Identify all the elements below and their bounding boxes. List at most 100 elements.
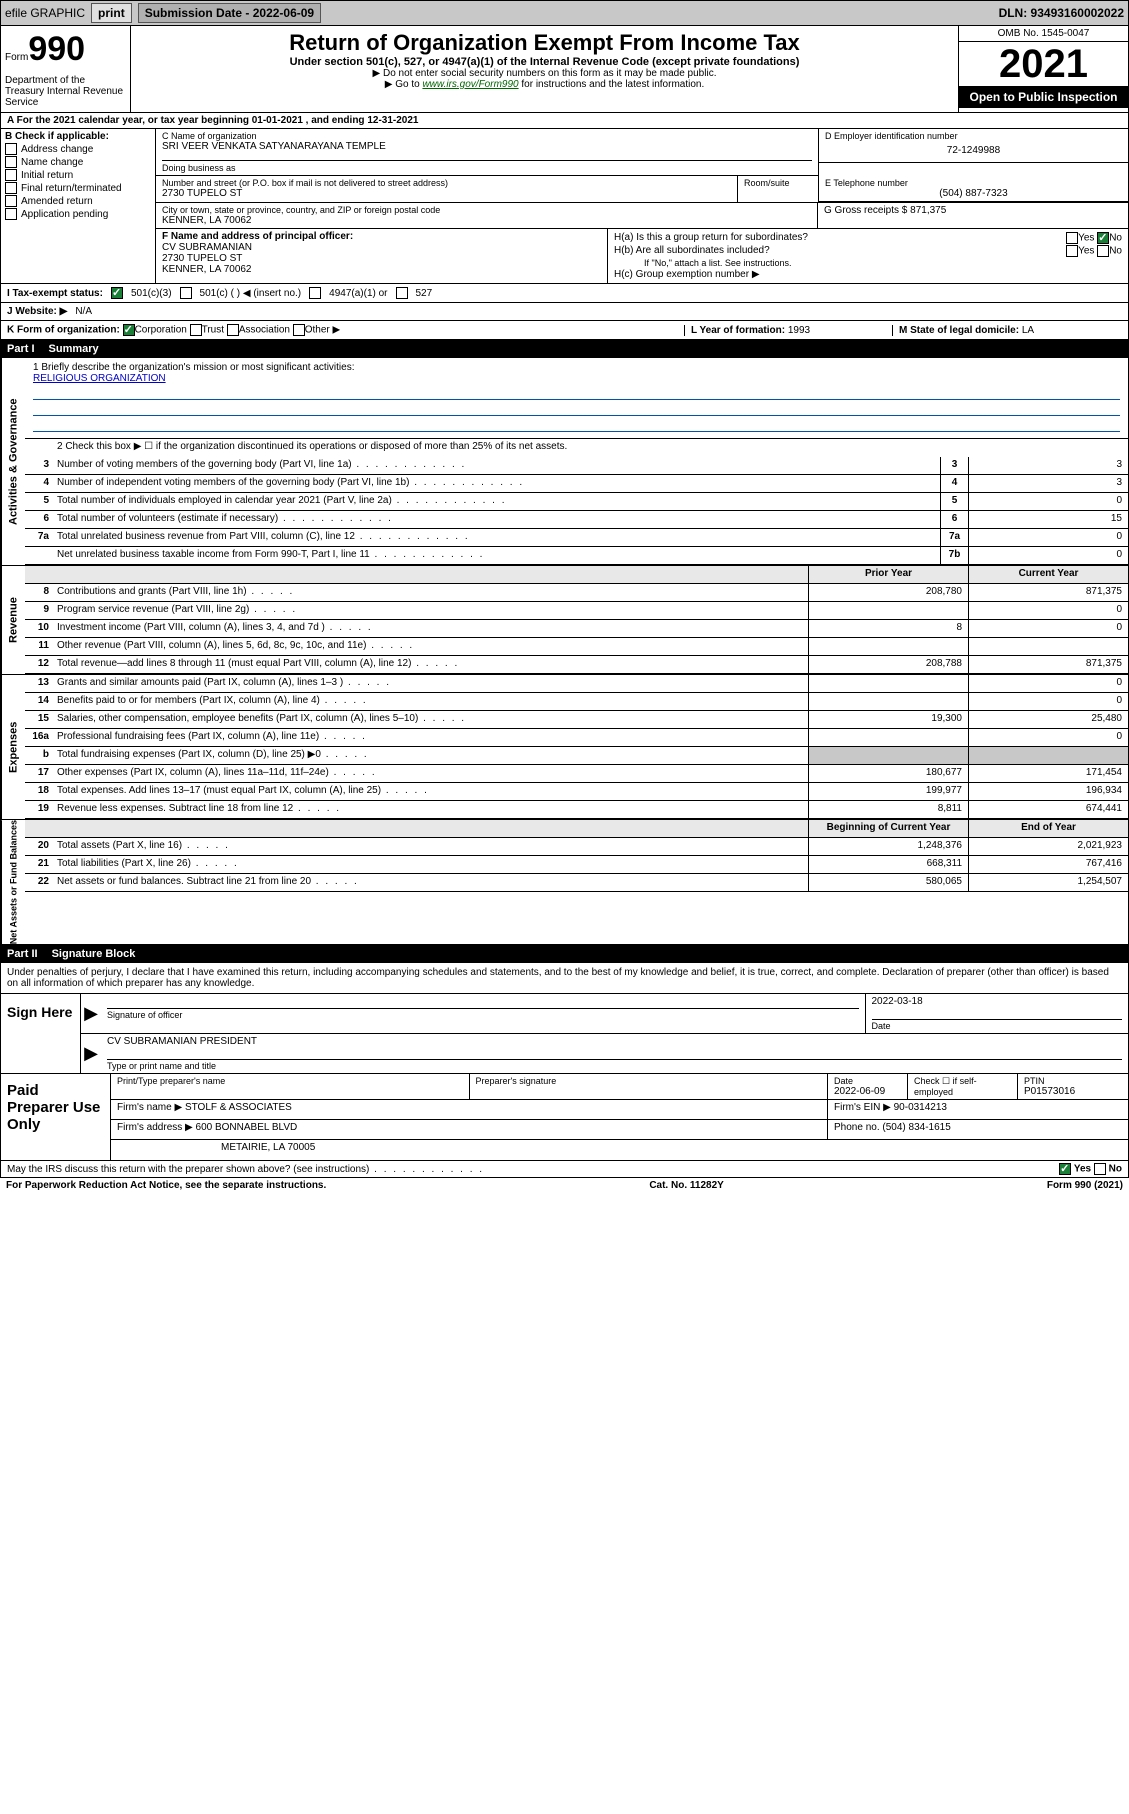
summary-line: 17Other expenses (Part IX, column (A), l… — [25, 765, 1128, 783]
ein-value: 72-1249988 — [825, 141, 1122, 160]
note-link-line: ▶ Go to www.irs.gov/Form990 for instruct… — [139, 79, 950, 90]
open-public-badge: Open to Public Inspection — [959, 86, 1128, 108]
mission-text[interactable]: RELIGIOUS ORGANIZATION — [33, 373, 166, 384]
page-footer: For Paperwork Reduction Act Notice, see … — [0, 1178, 1129, 1193]
top-toolbar: efile GRAPHIC print Submission Date - 20… — [0, 0, 1129, 26]
chk-app-pending[interactable] — [5, 208, 17, 220]
chk-527[interactable] — [396, 287, 408, 299]
summary-line: 18Total expenses. Add lines 13–17 (must … — [25, 783, 1128, 801]
year-formation: 1993 — [788, 325, 810, 336]
officer-name: CV SUBRAMANIAN PRESIDENT — [107, 1036, 1122, 1047]
ptin: P01573016 — [1024, 1086, 1122, 1097]
vert-label-rev: Revenue — [1, 566, 25, 674]
summary-line: 16aProfessional fundraising fees (Part I… — [25, 729, 1128, 747]
form-header: Form990 Department of the Treasury Inter… — [0, 26, 1129, 113]
paid-preparer-block: Paid Preparer Use Only Print/Type prepar… — [0, 1074, 1129, 1161]
activities-governance-section: Activities & Governance 1 Briefly descri… — [0, 358, 1129, 566]
efile-label: efile GRAPHIC — [5, 6, 85, 20]
chk-trust[interactable] — [190, 324, 202, 336]
part1-header: Part I Summary — [0, 340, 1129, 358]
gross-receipts: 871,375 — [910, 205, 946, 216]
chk-discuss-yes[interactable] — [1059, 1163, 1071, 1175]
note-ssn: ▶ Do not enter social security numbers o… — [139, 68, 950, 79]
chk-initial-return[interactable] — [5, 169, 17, 181]
chk-assoc[interactable] — [227, 324, 239, 336]
form-title-cell: Return of Organization Exempt From Incom… — [131, 26, 958, 112]
summary-line: 13Grants and similar amounts paid (Part … — [25, 675, 1128, 693]
chk-amended[interactable] — [5, 195, 17, 207]
state-domicile: LA — [1022, 325, 1034, 336]
arrow-icon: ▶ — [81, 994, 101, 1033]
summary-line: 19Revenue less expenses. Subtract line 1… — [25, 801, 1128, 819]
chk-ha-no[interactable] — [1097, 232, 1109, 244]
print-button[interactable]: print — [91, 3, 132, 23]
chk-ha-yes[interactable] — [1066, 232, 1078, 244]
chk-discuss-no[interactable] — [1094, 1163, 1106, 1175]
prep-date: 2022-06-09 — [834, 1086, 901, 1097]
chk-name-change[interactable] — [5, 156, 17, 168]
firm-city: METAIRIE, LA 70005 — [111, 1140, 1128, 1160]
summary-line: 7aTotal unrelated business revenue from … — [25, 529, 1128, 547]
arrow-icon: ▶ — [81, 1034, 101, 1073]
summary-line: Net unrelated business taxable income fr… — [25, 547, 1128, 565]
vert-label-exp: Expenses — [1, 675, 25, 819]
omb-label: OMB No. 1545-0047 — [959, 26, 1128, 42]
chk-501c[interactable] — [180, 287, 192, 299]
summary-line: 11Other revenue (Part VIII, column (A), … — [25, 638, 1128, 656]
vert-label-na: Net Assets or Fund Balances — [1, 820, 25, 944]
dln-label: DLN: 93493160002022 — [999, 6, 1124, 20]
summary-line: 12Total revenue—add lines 8 through 11 (… — [25, 656, 1128, 674]
section-c: C Name of organization SRI VEER VENKATA … — [156, 129, 1128, 283]
summary-line: 21Total liabilities (Part X, line 26)668… — [25, 856, 1128, 874]
chk-hb-no[interactable] — [1097, 245, 1109, 257]
irs-link[interactable]: www.irs.gov/Form990 — [422, 79, 518, 90]
firm-phone: (504) 834-1615 — [882, 1122, 950, 1133]
department-label: Department of the Treasury Internal Reve… — [5, 75, 126, 108]
summary-line: 3Number of voting members of the governi… — [25, 457, 1128, 475]
form-word: Form — [5, 52, 28, 63]
net-assets-section: Net Assets or Fund Balances Beginning of… — [0, 820, 1129, 945]
expenses-section: Expenses 13Grants and similar amounts pa… — [0, 675, 1129, 820]
header-right: OMB No. 1545-0047 2021 Open to Public In… — [958, 26, 1128, 112]
summary-line: 4Number of independent voting members of… — [25, 475, 1128, 493]
form-subtitle: Under section 501(c), 527, or 4947(a)(1)… — [139, 56, 950, 68]
may-irs-discuss: May the IRS discuss this return with the… — [0, 1161, 1129, 1178]
identity-block: B Check if applicable: Address change Na… — [0, 129, 1129, 284]
part2-header: Part II Signature Block — [0, 945, 1129, 963]
chk-other[interactable] — [293, 324, 305, 336]
summary-line: 6Total number of volunteers (estimate if… — [25, 511, 1128, 529]
form-title: Return of Organization Exempt From Incom… — [139, 30, 950, 56]
summary-line: 20Total assets (Part X, line 16)1,248,37… — [25, 838, 1128, 856]
summary-line: 5Total number of individuals employed in… — [25, 493, 1128, 511]
perjury-statement: Under penalties of perjury, I declare th… — [0, 963, 1129, 994]
form-number-cell: Form990 Department of the Treasury Inter… — [1, 26, 131, 112]
summary-line: 10Investment income (Part VIII, column (… — [25, 620, 1128, 638]
section-f-officer: F Name and address of principal officer:… — [156, 229, 608, 283]
summary-line: 15Salaries, other compensation, employee… — [25, 711, 1128, 729]
summary-line: 22Net assets or fund balances. Subtract … — [25, 874, 1128, 892]
section-b: B Check if applicable: Address change Na… — [1, 129, 156, 283]
summary-line: 14Benefits paid to or for members (Part … — [25, 693, 1128, 711]
revenue-section: Revenue Prior YearCurrent Year 8Contribu… — [0, 566, 1129, 675]
vert-label-ag: Activities & Governance — [1, 358, 25, 565]
firm-ein: 90-0314213 — [894, 1102, 947, 1113]
chk-corp[interactable] — [123, 324, 135, 336]
room-suite-label: Room/suite — [738, 176, 818, 202]
telephone: (504) 887-7323 — [825, 188, 1122, 199]
chk-hb-yes[interactable] — [1066, 245, 1078, 257]
org-name: SRI VEER VENKATA SATYANARAYANA TEMPLE — [162, 141, 812, 152]
tax-year: 2021 — [959, 42, 1128, 86]
submission-date-label: Submission Date - 2022-06-09 — [138, 3, 321, 23]
chk-final-return[interactable] — [5, 182, 17, 194]
summary-line: bTotal fundraising expenses (Part IX, co… — [25, 747, 1128, 765]
firm-addr: 600 BONNABEL BLVD — [196, 1122, 298, 1133]
chk-501c3[interactable] — [111, 287, 123, 299]
row-a-tax-year: A For the 2021 calendar year, or tax yea… — [0, 113, 1129, 129]
city-state-zip: KENNER, LA 70062 — [162, 215, 811, 226]
firm-name: STOLF & ASSOCIATES — [185, 1102, 292, 1113]
chk-4947[interactable] — [309, 287, 321, 299]
section-h-group: H(a) Is this a group return for subordin… — [608, 229, 1128, 283]
row-i-tax-status: I Tax-exempt status: 501(c)(3) 501(c) ( … — [0, 284, 1129, 303]
summary-line: 9Program service revenue (Part VIII, lin… — [25, 602, 1128, 620]
chk-address-change[interactable] — [5, 143, 17, 155]
